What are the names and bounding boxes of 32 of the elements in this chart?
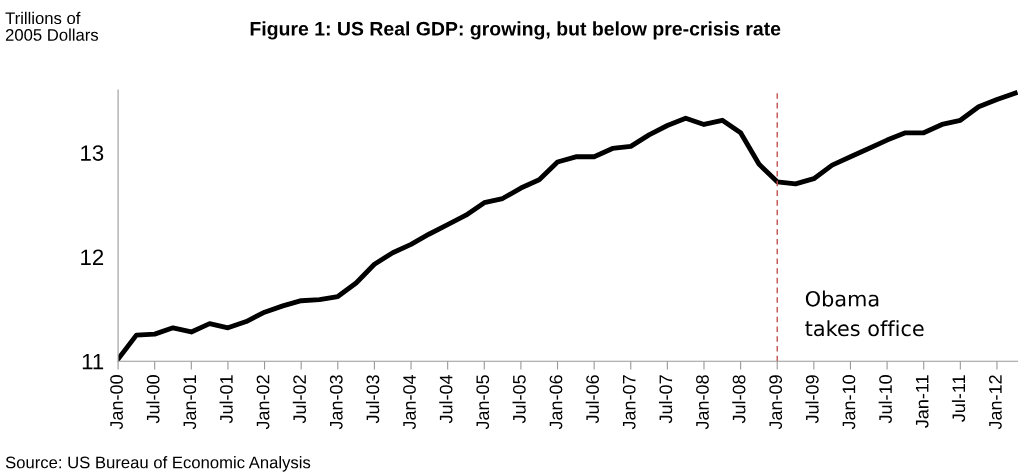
y-axis-title: Trillions of 2005 Dollars	[5, 11, 99, 41]
x-tick-label: Jan-03	[329, 375, 343, 430]
x-tick-label: Jul-00	[146, 375, 160, 424]
x-tick-label: Jan-04	[403, 374, 416, 430]
x-tick-label: Jan-07	[622, 375, 636, 430]
ref-line-label: Obama takes office	[805, 290, 924, 337]
x-tick-label: Jul-10	[878, 375, 892, 424]
x-tick-label: Jul-09	[805, 375, 819, 424]
x-tick-label: Jul-01	[219, 375, 233, 424]
x-tick-label: Jan-00	[110, 375, 123, 430]
x-tick-label: Jan-01	[183, 375, 197, 430]
x-tick-label: Jan-09	[769, 375, 783, 430]
x-tick-label: Jul-02	[292, 375, 307, 424]
x-tick-label: Jan-12	[989, 375, 1002, 430]
x-tick-label: Jan-10	[842, 375, 856, 430]
x-tick-label: Jul-07	[658, 375, 673, 424]
x-tick-label: Jul-11	[951, 375, 966, 422]
x-tick-label: Jul-08	[732, 375, 746, 424]
x-tick-label: Jan-02	[256, 375, 270, 430]
x-tick-label: Jul-03	[366, 375, 380, 424]
y-tick-label: 12	[81, 249, 104, 265]
y-tick-label: 13	[81, 145, 104, 161]
x-tick-label: Jan-08	[696, 375, 709, 430]
chart-title: Figure 1: US Real GDP: growing, but below pre-crisis rate	[250, 21, 781, 40]
x-tick-label: Jul-05	[512, 375, 526, 424]
x-tick-label: Jan-11	[915, 375, 929, 428]
source-note: Source: US Bureau of Economic Analysis	[5, 456, 311, 472]
y-tick-label: 11	[82, 353, 104, 370]
x-tick-label: Jul-04	[439, 374, 453, 424]
x-tick-label: Jul-06	[585, 375, 599, 424]
x-tick-label: Jan-06	[549, 375, 563, 430]
x-tick-label: Jan-05	[476, 375, 490, 430]
